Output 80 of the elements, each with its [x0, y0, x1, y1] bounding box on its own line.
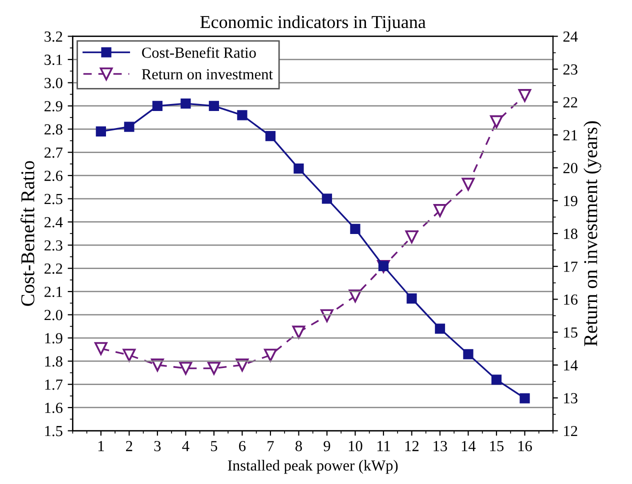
x-tick-label: 14 — [462, 441, 476, 452]
y-tick-label: 1.8 — [45, 356, 62, 367]
point — [237, 110, 248, 120]
y-tick-label: 2.9 — [44, 101, 62, 112]
y-tick-label: 2.7 — [44, 148, 63, 158]
point — [265, 131, 276, 142]
x-tick-label: 3 — [154, 440, 161, 452]
y-tick-label: 2.5 — [44, 194, 62, 204]
x-tick-label: 5 — [211, 441, 218, 452]
x-tick-label: 12 — [405, 440, 419, 452]
legend-label: Cost-Benefit Ratio — [142, 46, 256, 58]
x-tick-label: 9 — [324, 440, 330, 452]
point — [152, 100, 163, 111]
point — [491, 374, 502, 385]
x-tick-label: 10 — [348, 440, 362, 452]
y2-tick-label: 22 — [563, 97, 578, 108]
point — [264, 348, 277, 362]
x-tick-label: 6 — [239, 440, 246, 452]
y-tick-label: 3.0 — [44, 78, 62, 88]
point — [180, 98, 191, 109]
x-tick-label: 7 — [268, 441, 274, 452]
point — [434, 324, 446, 334]
y-tick-label: 1.5 — [45, 426, 62, 436]
y-tick-label: 2.6 — [44, 170, 62, 182]
y2-tick-label: 19 — [564, 196, 578, 206]
x-tick-label: 16 — [518, 440, 532, 452]
point — [520, 393, 530, 404]
y-tick-label: 2.2 — [44, 264, 62, 274]
y-tick-label: 1.6 — [45, 402, 62, 414]
point — [294, 163, 304, 174]
y-tick-label: 1.9 — [45, 333, 62, 344]
point — [490, 115, 503, 128]
y-tick-label: 2.0 — [44, 310, 62, 320]
y-tick-label: 3.2 — [44, 31, 62, 42]
y2-tick-label: 13 — [564, 393, 578, 404]
point — [348, 290, 362, 302]
point — [208, 100, 220, 111]
legend-label: Return on investment — [142, 69, 273, 80]
x-tick-label: 11 — [377, 441, 390, 452]
y-tick-label: 2.1 — [44, 286, 62, 298]
y2-tick-label: 14 — [564, 360, 578, 370]
point — [207, 362, 220, 375]
y2-tick-label: 21 — [563, 130, 578, 140]
y2-tick-label: 15 — [564, 327, 578, 338]
point — [292, 326, 306, 339]
y2-tick-label: 24 — [563, 31, 578, 42]
point — [406, 293, 417, 304]
point — [96, 126, 106, 137]
point — [122, 348, 136, 362]
point — [322, 194, 332, 204]
x-tick-label: 2 — [126, 440, 132, 452]
x-tick-label: 13 — [434, 440, 448, 452]
y-tick-label: 2.4 — [44, 217, 63, 228]
y2-tick-label: 23 — [563, 64, 578, 75]
y-tick-label: 3.1 — [44, 54, 62, 66]
point — [124, 122, 134, 132]
y-tick-label: 1.7 — [45, 380, 63, 390]
x-tick-label: 4 — [182, 441, 190, 452]
y-tick-label: 2.8 — [44, 124, 62, 135]
y2-tick-label: 18 — [564, 228, 578, 239]
x-tick-label: 1 — [98, 441, 104, 452]
x-axis-title: Installed peak power (kWp) — [228, 460, 398, 474]
y2-tick-label: 12 — [564, 426, 578, 436]
x-tick-label: 15 — [490, 441, 504, 452]
x-tick-label: 8 — [295, 440, 302, 452]
y2-tick-label: 20 — [563, 162, 578, 174]
y-tick-label: 2.3 — [44, 240, 62, 251]
point — [518, 89, 532, 102]
y-axis-title: Cost-Benefit Ratio — [20, 161, 34, 306]
point — [94, 342, 108, 356]
chart-title: Economic indicators in Tijuana — [200, 15, 426, 32]
point — [350, 224, 360, 234]
point — [462, 178, 475, 191]
y2-tick-label: 17 — [564, 262, 578, 272]
y2-tick-label: 16 — [564, 294, 578, 305]
point — [179, 362, 192, 375]
point — [434, 204, 446, 217]
y2-axis-title: Return on investment (years) — [584, 121, 602, 346]
point — [463, 349, 474, 360]
point — [405, 230, 418, 244]
